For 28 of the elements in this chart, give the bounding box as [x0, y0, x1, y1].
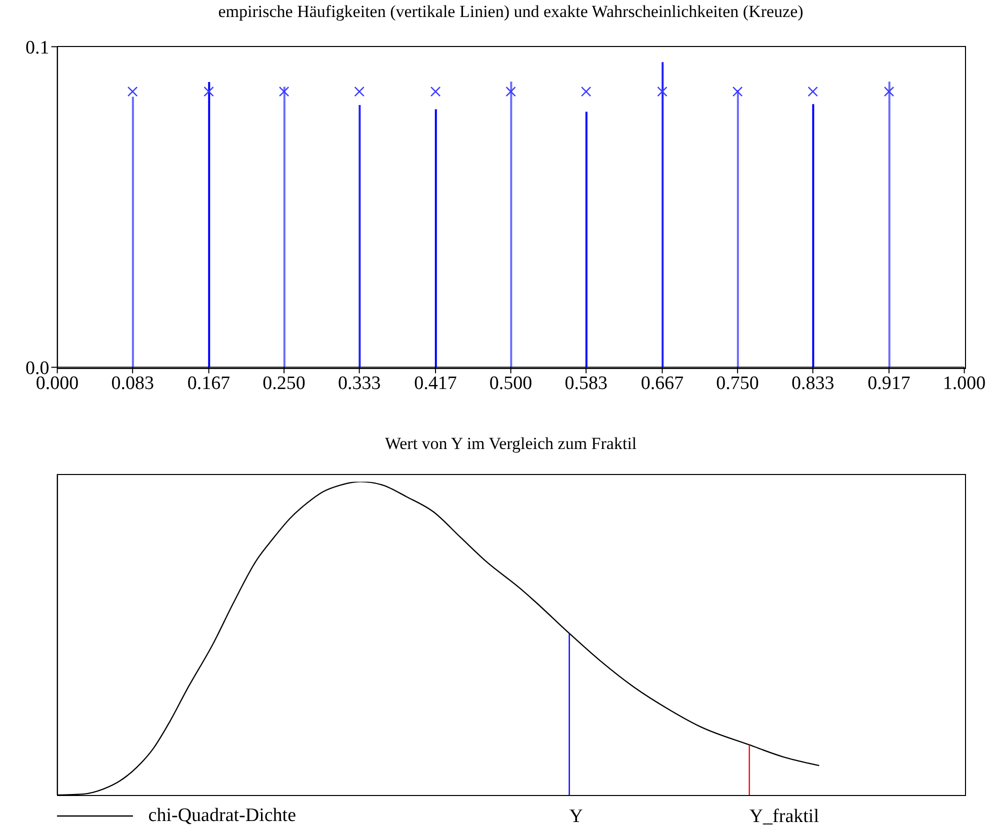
- bar: [812, 104, 814, 368]
- bar: [585, 112, 588, 368]
- chart-title: Wert von Y im Vergleich zum Fraktil: [384, 434, 638, 454]
- bar: [662, 62, 664, 368]
- x-tick-label: 0.333: [338, 372, 381, 394]
- ref-line-label: Y: [569, 806, 584, 827]
- bar: [434, 109, 437, 368]
- ref-line-label: Y_fraktil: [749, 806, 819, 827]
- x-tick-label: 0.583: [564, 372, 608, 394]
- x-tick-label: 0.250: [262, 372, 306, 394]
- x-tick-label: 0.167: [187, 372, 230, 394]
- chart-title: empirische Häufigkeiten (vertikale Linien) und exakte Wahrscheinlichkeiten (Kreuze): [217, 2, 804, 22]
- y-tick-label: 0.1: [26, 37, 50, 58]
- bar: [358, 105, 361, 368]
- x-tick-label: 0.667: [640, 372, 684, 394]
- x-tick-label: 0.750: [716, 372, 759, 394]
- x-tick-label: 0.917: [868, 372, 910, 394]
- bar: [736, 90, 739, 368]
- bar: [283, 86, 286, 368]
- x-tick-label: 0.500: [489, 372, 532, 394]
- bar: [132, 96, 134, 368]
- x-tick-label: 1.000: [942, 372, 986, 394]
- bar: [888, 82, 890, 368]
- x-tick-label: 0.833: [791, 372, 834, 394]
- bar: [208, 82, 210, 368]
- x-tick-label: 0.083: [111, 372, 154, 394]
- legend-label: chi-Quadrat-Dichte: [148, 805, 296, 827]
- x-tick-label: 0.417: [414, 372, 457, 394]
